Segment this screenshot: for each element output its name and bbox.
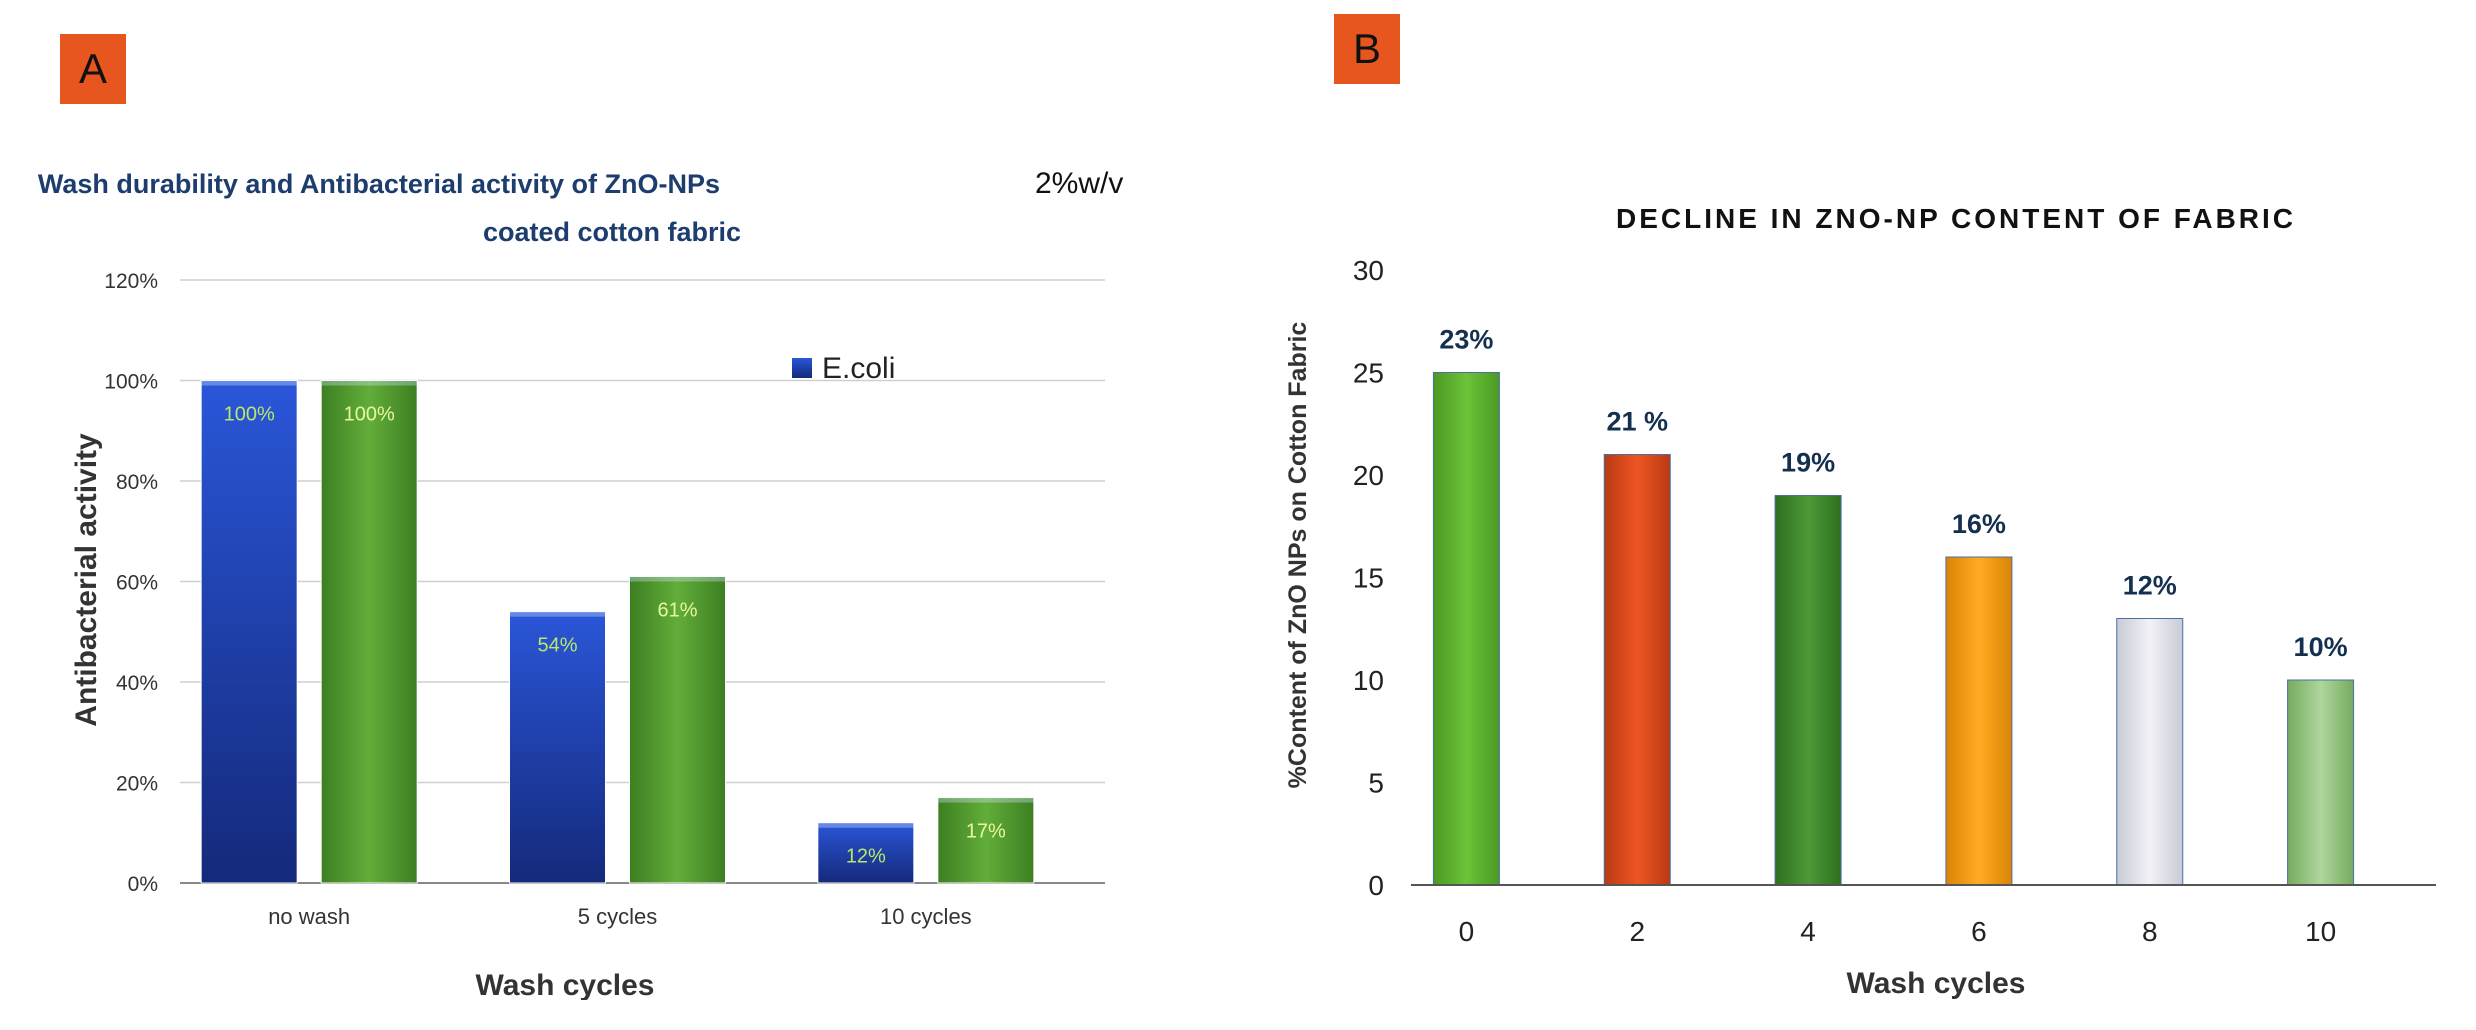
chart-a-data-labels: 100% 100% 54% 61% 12% 17% <box>224 404 1006 868</box>
chart-b-data-labels: 23% 21 % 19% 16% 12% 10% <box>1439 325 2347 663</box>
chart-b-x-axis-label: Wash cycles <box>1847 967 2026 1000</box>
chart-b-y-tick-label: 15 <box>1353 563 1384 594</box>
chart-a-legend-swatch <box>792 358 812 378</box>
chart-a-data-label: 17% <box>966 821 1006 843</box>
chart-a-legend-label: E.coli <box>822 352 895 385</box>
chart-a-bar-highlight <box>817 822 914 828</box>
chart-b-data-label: 21 % <box>1606 407 1668 437</box>
chart-a-x-tick-label: 10 cycles <box>880 904 972 929</box>
chart-a-x-tick-label: 5 cycles <box>578 904 657 929</box>
chart-a-x-ticks: no wash 5 cycles 10 cycles <box>268 904 972 929</box>
chart-b-bar <box>1945 556 2013 886</box>
chart-b-bar <box>2116 618 2184 886</box>
chart-a-bars <box>200 380 1035 884</box>
chart-a-y-axis-label: Antibacterial activity <box>70 433 103 727</box>
chart-a-data-label: 61% <box>657 599 697 621</box>
chart-b-x-tick-label: 0 <box>1459 916 1475 947</box>
chart-b-y-tick-label: 25 <box>1353 358 1384 389</box>
chart-a-bar <box>937 797 1035 884</box>
chart-a-y-tick-label: 0% <box>128 873 158 896</box>
chart-a-bar <box>200 380 298 884</box>
chart-b-bar <box>1774 495 1842 886</box>
chart-b-x-tick-label: 2 <box>1629 916 1645 947</box>
chart-a-x-tick-label: no wash <box>268 904 350 929</box>
chart-a-y-tick-label: 20% <box>116 773 158 796</box>
chart-a-x-axis-label: Wash cycles <box>476 969 655 1000</box>
chart-a-title-line1: Wash durability and Antibacterial activi… <box>38 169 720 199</box>
chart-a-bar <box>629 575 726 884</box>
chart-a-bar <box>509 611 606 884</box>
chart-a-bar-highlight <box>937 797 1034 803</box>
chart-a: Wash durability and Antibacterial activi… <box>38 167 1123 1000</box>
chart-a-y-tick-label: 40% <box>116 672 158 695</box>
chart-b-bar <box>1603 454 1671 886</box>
chart-a-data-label: 54% <box>537 635 577 657</box>
panel-label-a: A <box>60 34 126 104</box>
chart-b-y-ticks: 0 5 10 15 20 25 30 <box>1353 255 1384 901</box>
chart-b: DECLINE IN ZNO-NP CONTENT OF FABRIC 0 5 10… <box>1284 203 2436 1000</box>
chart-b-y-tick-label: 0 <box>1368 870 1384 901</box>
chart-b-data-label: 12% <box>2123 571 2177 601</box>
chart-b-data-label: 16% <box>1952 509 2006 539</box>
chart-b-x-ticks: 0 2 4 6 8 10 <box>1459 916 2337 947</box>
chart-b-x-tick-label: 8 <box>2142 916 2158 947</box>
panel-label-b: B <box>1334 14 1400 84</box>
chart-b-y-tick-label: 5 <box>1368 768 1384 799</box>
chart-a-bar <box>817 822 915 884</box>
chart-a-data-label: 100% <box>344 404 395 426</box>
chart-b-y-tick-label: 30 <box>1353 255 1384 286</box>
chart-a-y-tick-label: 100% <box>104 371 158 394</box>
chart-a-title-line2: coated cotton fabric <box>483 217 741 247</box>
chart-b-y-tick-label: 20 <box>1353 460 1384 491</box>
chart-a-bar <box>320 380 418 884</box>
chart-a-bar-highlight <box>201 380 298 386</box>
chart-b-bar <box>2287 679 2355 886</box>
chart-b-bar <box>1432 372 1500 886</box>
chart-b-x-tick-label: 4 <box>1800 916 1816 947</box>
chart-a-title-suffix: 2%w/v <box>1035 167 1123 200</box>
chart-b-data-label: 19% <box>1781 448 1835 478</box>
chart-a-bar-highlight <box>509 611 606 617</box>
chart-b-y-axis-label: %Content of ZnO NPs on Cotton Fabric <box>1284 322 1312 789</box>
chart-a-y-tick-label: 60% <box>116 572 158 595</box>
chart-a-y-ticks: 0% 20% 40% 60% 80% 100% 120% <box>104 270 158 896</box>
chart-b-bars <box>1432 372 2355 886</box>
chart-a-data-label: 100% <box>224 404 275 426</box>
chart-a-bar-highlight <box>321 380 418 386</box>
chart-b-y-tick-label: 10 <box>1353 665 1384 696</box>
chart-b-x-tick-label: 10 <box>2305 916 2336 947</box>
chart-a-y-tick-label: 80% <box>116 471 158 494</box>
chart-b-data-label: 23% <box>1439 325 1493 355</box>
chart-a-data-label: 12% <box>846 846 886 868</box>
chart-a-bar-highlight <box>629 576 726 582</box>
chart-a-y-tick-label: 120% <box>104 270 158 293</box>
chart-b-x-tick-label: 6 <box>1971 916 1987 947</box>
chart-b-title: DECLINE IN ZNO-NP CONTENT OF FABRIC <box>1616 203 2296 234</box>
chart-b-data-label: 10% <box>2294 632 2348 662</box>
